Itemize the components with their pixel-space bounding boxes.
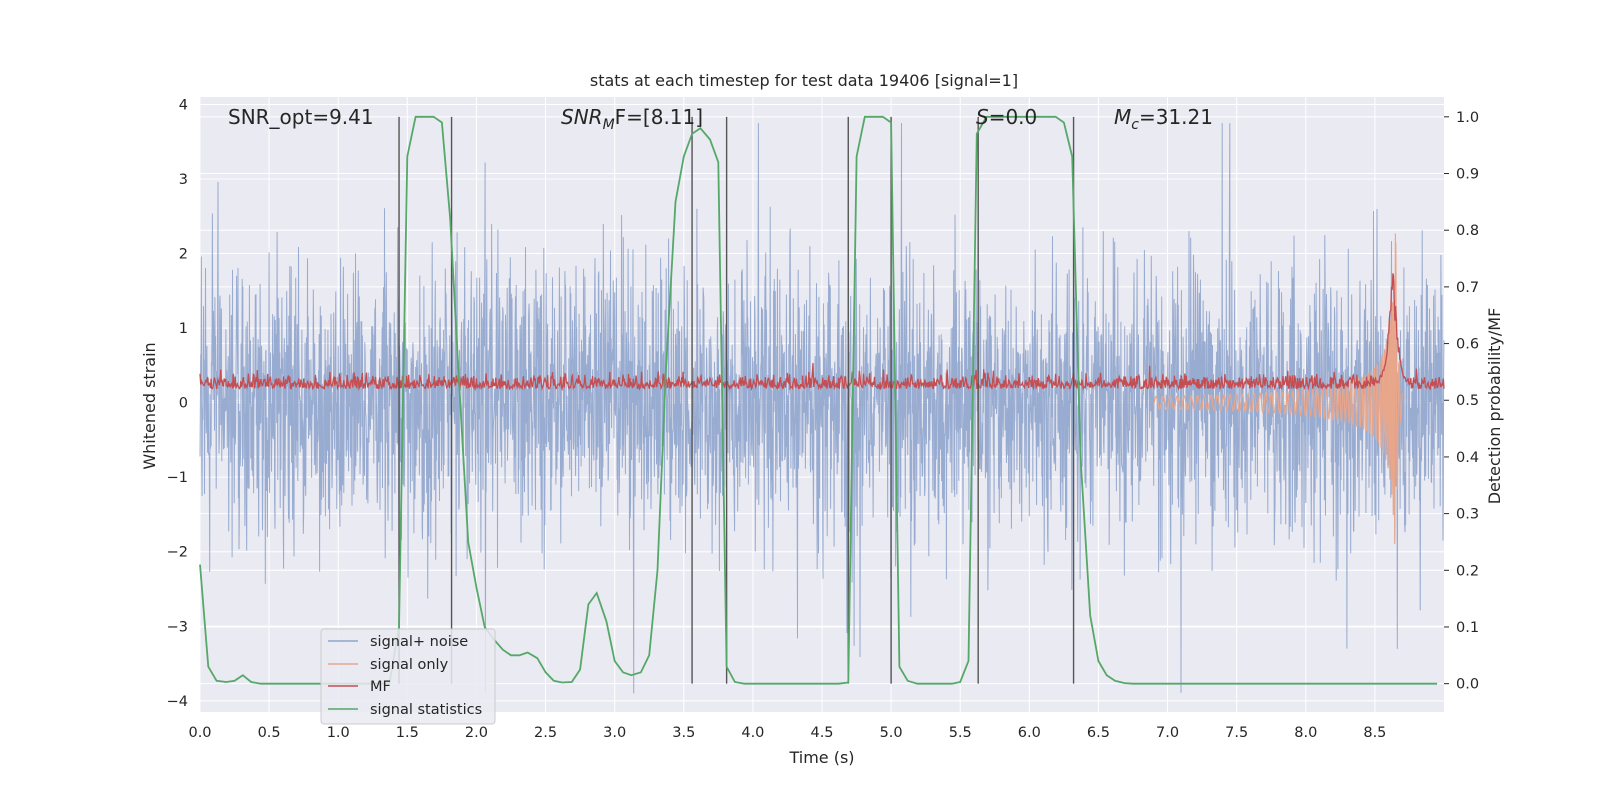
- x-tick-label-13: 6.5: [1087, 725, 1110, 741]
- y-right-axis-ticks: 1.0 0.9 0.8 0.7 0.6 0.5 0.4 0.3 0.2 0.1 0.0: [1444, 110, 1479, 693]
- y-right-tick-label-1: 0.9: [1456, 167, 1479, 183]
- y-right-tick-label-2: 0.8: [1456, 223, 1479, 239]
- x-tick-label-9: 4.5: [810, 725, 833, 741]
- x-tick-label-11: 5.5: [949, 725, 972, 741]
- legend-label-noise: signal+ noise: [370, 634, 468, 650]
- legend-label-signal-statistics: signal statistics: [370, 702, 482, 718]
- annotation-mc: Mc=31.21: [1114, 105, 1213, 133]
- series-mf-line: [199, 273, 1445, 392]
- annotation-snr-mf-sub: M: [603, 117, 615, 133]
- legend-label-signal-only: signal only: [370, 657, 449, 673]
- y-right-tick-label-5: 0.5: [1456, 393, 1479, 409]
- x-tick-label-1: 0.5: [258, 725, 281, 741]
- y-right-tick-label-6: 0.4: [1456, 450, 1479, 466]
- annotation-s-rest: =0.0: [989, 105, 1038, 129]
- x-tick-label-4: 2.0: [465, 725, 488, 741]
- x-tick-label-6: 3.0: [603, 725, 626, 741]
- legend: signal+ noise signal only MF signal stat…: [320, 628, 496, 725]
- x-tick-label-12: 6.0: [1018, 725, 1041, 741]
- y-left-tick-label-5: −1: [167, 470, 188, 486]
- x-tick-label-2: 1.0: [327, 725, 350, 741]
- y-left-axis-ticks: 4 3 2 1 0 −1 −2 −3 −4: [167, 97, 188, 709]
- y-left-tick-label-4: 0: [179, 396, 188, 412]
- series-signal-only-line: [1153, 233, 1403, 544]
- annotation-snr-mf-rest: F=[8.11]: [615, 105, 703, 129]
- legend-label-mf: MF: [370, 679, 391, 695]
- signal-only-series: [1153, 233, 1403, 544]
- annotation-snr-mf-sym: SNR: [561, 105, 603, 129]
- x-tick-label-8: 4.0: [741, 725, 764, 741]
- x-tick-label-10: 5.0: [880, 725, 903, 741]
- y-left-tick-label-6: −2: [167, 545, 188, 561]
- x-tick-label-0: 0.0: [188, 725, 211, 741]
- y-left-tick-label-0: 4: [179, 97, 188, 113]
- x-tick-label-14: 7.0: [1156, 725, 1179, 741]
- x-tick-label-16: 8.0: [1294, 725, 1317, 741]
- y-right-axis-label: Detection probability/MF: [1485, 308, 1504, 505]
- x-axis-ticks: 0.0 0.5 1.0 1.5 2.0 2.5 3.0 3.5 4.0 4.5 5.0 5.5 6.0 6…: [188, 725, 1386, 741]
- y-right-tick-label-4: 0.6: [1456, 337, 1479, 353]
- y-right-tick-label-8: 0.2: [1456, 563, 1479, 579]
- chart-title: stats at each timestep for test data 194…: [590, 71, 1018, 90]
- y-left-tick-label-8: −4: [167, 694, 188, 710]
- x-axis-label: Time (s): [788, 748, 854, 767]
- y-left-axis-label: Whitened strain: [140, 342, 159, 469]
- y-right-tick-label-7: 0.3: [1456, 507, 1479, 523]
- annotation-snr-mf: SNRMF=[8.11]: [561, 105, 703, 133]
- series-signal-noise-line: [199, 123, 1445, 694]
- x-tick-label-5: 2.5: [534, 725, 557, 741]
- annotation-snr-opt: SNR_opt=9.41: [228, 105, 374, 129]
- y-right-tick-label-10: 0.0: [1456, 677, 1479, 693]
- y-right-tick-label-0: 1.0: [1456, 110, 1479, 126]
- annotation-mc-sym: M: [1114, 105, 1131, 129]
- y-left-tick-label-3: 1: [179, 321, 188, 337]
- x-tick-label-7: 3.5: [672, 725, 695, 741]
- y-left-tick-label-2: 2: [179, 247, 188, 263]
- x-tick-label-3: 1.5: [396, 725, 419, 741]
- x-tick-label-17: 8.5: [1363, 725, 1386, 741]
- x-tick-label-15: 7.5: [1225, 725, 1248, 741]
- y-right-tick-label-3: 0.7: [1456, 280, 1479, 296]
- noise-series: [199, 123, 1445, 694]
- mf-series: [199, 273, 1445, 392]
- annotation-mc-sub: c: [1131, 117, 1139, 133]
- annotation-s: S=0.0: [976, 105, 1037, 129]
- y-left-tick-label-7: −3: [167, 619, 188, 635]
- annotation-s-sym: S: [976, 105, 989, 129]
- y-left-tick-label-1: 3: [179, 172, 188, 188]
- annotation-mc-rest: =31.21: [1139, 105, 1213, 129]
- y-right-tick-label-9: 0.1: [1456, 620, 1479, 636]
